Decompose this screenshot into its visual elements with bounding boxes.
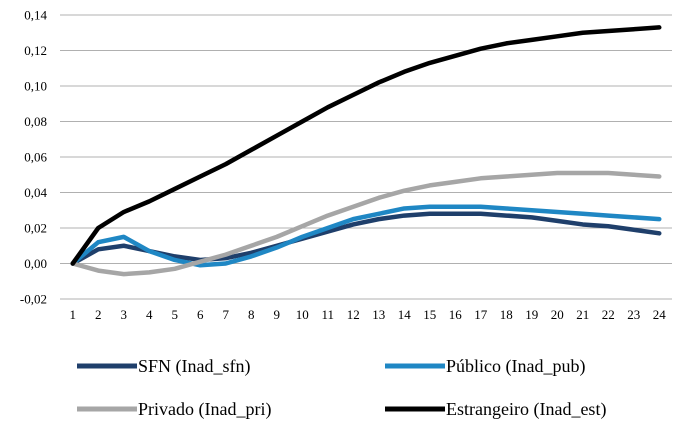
x-tick-label: 19 <box>525 307 538 322</box>
y-tick-label: 0,04 <box>24 185 47 200</box>
y-tick-label: 0,14 <box>24 8 47 23</box>
x-tick-label: 3 <box>121 307 128 322</box>
x-tick-label: 10 <box>296 307 309 322</box>
legend-label: Privado (Inad_pri) <box>138 399 271 420</box>
x-tick-label: 13 <box>372 307 385 322</box>
x-tick-label: 20 <box>551 307 564 322</box>
x-tick-label: 16 <box>449 307 463 322</box>
y-tick-label: 0,08 <box>24 114 47 129</box>
y-tick-label: 0,10 <box>24 79 47 94</box>
x-tick-label: 17 <box>474 307 488 322</box>
x-tick-label: 23 <box>627 307 640 322</box>
x-tick-label: 14 <box>398 307 412 322</box>
legend-label: SFN (Inad_sfn) <box>138 356 251 377</box>
x-tick-label: 15 <box>423 307 436 322</box>
series-line-3 <box>70 25 662 266</box>
legend-item: Estrangeiro (Inad_est) <box>385 399 606 420</box>
y-tick-label: 0,12 <box>24 43 47 58</box>
legend-item: SFN (Inad_sfn) <box>77 356 251 377</box>
series-line-1 <box>70 204 662 268</box>
gridlines <box>60 14 672 300</box>
y-tick-label: 0,02 <box>24 221 47 236</box>
x-tick-label: 4 <box>146 307 153 322</box>
x-tick-label: 12 <box>347 307 360 322</box>
x-tick-label: 1 <box>70 307 77 322</box>
series-lines <box>70 25 662 277</box>
x-tick-label: 5 <box>172 307 179 322</box>
x-tick-label: 24 <box>653 307 667 322</box>
series-line-0 <box>70 211 662 266</box>
y-axis-tick-labels: -0,02 0,00 0,02 0,04 0,06 0,08 0,10 0,12 0,14 <box>20 8 48 307</box>
legend-item: Privado (Inad_pri) <box>77 399 271 420</box>
y-tick-label: 0,06 <box>24 150 47 165</box>
legend-item: Público (Inad_pub) <box>385 356 585 377</box>
legend-label: Estrangeiro (Inad_est) <box>446 399 606 420</box>
x-axis-tick-labels: 1 2 3 4 5 6 7 8 9 10 11 12 13 14 15 16 17 18 19 20 21 22 23 24 <box>70 307 667 322</box>
x-tick-label: 8 <box>248 307 255 322</box>
legend: SFN (Inad_sfn) Público (Inad_pub) Privado … <box>77 356 606 420</box>
y-tick-label: 0,00 <box>24 256 47 271</box>
x-tick-label: 18 <box>500 307 513 322</box>
legend-label: Público (Inad_pub) <box>446 356 585 377</box>
x-tick-label: 7 <box>223 307 230 322</box>
x-tick-label: 2 <box>95 307 102 322</box>
x-tick-label: 22 <box>602 307 615 322</box>
x-tick-label: 11 <box>321 307 334 322</box>
x-tick-label: 9 <box>274 307 281 322</box>
series-line-2 <box>70 170 662 277</box>
x-tick-label: 6 <box>197 307 204 322</box>
x-tick-label: 21 <box>576 307 589 322</box>
y-tick-label: -0,02 <box>20 292 47 307</box>
